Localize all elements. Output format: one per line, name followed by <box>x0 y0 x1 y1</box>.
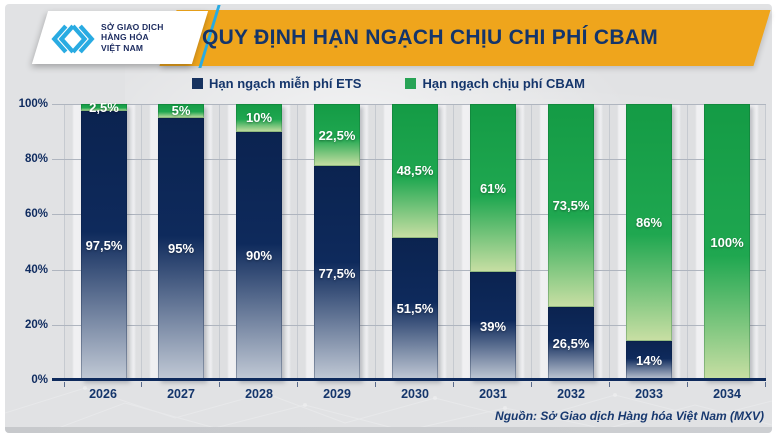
x-axis-tick <box>687 382 688 387</box>
legend-item-cbam: Hạn ngạch chịu phí CBAM <box>405 76 585 91</box>
logo-line-1: SỞ GIAO DỊCH <box>101 22 164 33</box>
segment-cbam-2031-label: 61% <box>479 180 507 196</box>
plot-columns: 2,5% 97,5% 5% 95% 10% 90% 22,5% 77,5% 48,5% 51,5%… <box>64 100 766 387</box>
mxv-chevrons-icon <box>51 24 95 53</box>
plot-cell-2034: 100% <box>688 104 766 387</box>
logo-line-2: HÀNG HÓA <box>101 32 149 43</box>
plot-cell-2029: 22,5% 77,5% <box>298 104 376 387</box>
segment-ets-2026: 97,5% <box>81 110 127 380</box>
y-tick-80%: 80% <box>24 153 48 166</box>
source-note: Nguồn: Sở Giao dịch Hàng hóa Việt Nam (M… <box>495 409 764 423</box>
logo-line-3: VIỆT NAM <box>101 42 144 53</box>
x-axis-tick <box>141 382 142 387</box>
segment-ets-2029-label: 77,5% <box>318 265 356 281</box>
segment-cbam-2026: 2,5% <box>81 100 127 115</box>
mxv-logo-text: SỞ GIAO DỊCH HÀNG HÓA VIỆT NAM <box>101 22 164 53</box>
y-tick-100%: 100% <box>18 98 48 110</box>
plot-cell-2033: 86% 14% <box>610 104 688 387</box>
legend-swatch-ets <box>192 78 204 89</box>
segment-ets-2027: 95% <box>158 117 204 380</box>
segment-cbam-2034-label: 100% <box>710 234 744 250</box>
segment-ets-2028-label: 90% <box>245 248 273 264</box>
bar-2028: 10% 90% <box>236 104 282 380</box>
segment-cbam-2027: 5% <box>158 103 204 119</box>
segment-cbam-2034: 100% <box>704 104 750 380</box>
segment-cbam-2033-label: 86% <box>635 215 663 231</box>
segment-ets-2032-label: 26,5% <box>552 335 590 351</box>
mxv-logo: ™ SỞ GIAO DỊCH HÀNG HÓA VIỆT NAM <box>40 11 200 64</box>
segment-cbam-2032: 73,5% <box>548 104 594 307</box>
bar-2026: 2,5% 97,5% <box>81 100 127 380</box>
segment-cbam-2030-label: 48,5% <box>396 163 434 179</box>
segment-ets-2031: 39% <box>470 272 516 380</box>
segment-cbam-2028-label: 10% <box>245 110 273 126</box>
plot-cell-2028: 10% 90% <box>220 104 298 387</box>
segment-ets-2032: 26,5% <box>548 306 594 380</box>
y-tick-20%: 20% <box>24 318 48 331</box>
x-label-2029: 2029 <box>323 387 351 401</box>
segment-ets-2031-label: 39% <box>479 318 507 334</box>
bar-2031: 61% 39% <box>470 104 516 380</box>
segment-cbam-2029-label: 22,5% <box>318 127 356 143</box>
bar-2027: 5% 95% <box>158 103 204 380</box>
bar-2032: 73,5% 26,5% <box>548 104 594 380</box>
y-tick-40%: 40% <box>24 263 48 276</box>
segment-ets-2030-label: 51,5% <box>396 301 434 317</box>
segment-ets-2033: 14% <box>626 341 672 380</box>
x-label-2030: 2030 <box>401 387 429 401</box>
segment-cbam-2032-label: 73,5% <box>552 197 590 213</box>
y-tick-60%: 60% <box>24 208 48 221</box>
bar-2029: 22,5% 77,5% <box>314 104 360 380</box>
plot-cell-2026: 2,5% 97,5% <box>64 100 142 387</box>
legend-item-ets: Hạn ngạch miễn phí ETS <box>192 76 361 91</box>
segment-cbam-2033: 86% <box>626 104 672 342</box>
plot-cell-2032: 73,5% 26,5% <box>532 104 610 387</box>
y-tick-0%: 0% <box>31 374 48 386</box>
segment-ets-2027-label: 95% <box>167 241 195 257</box>
x-label-2028: 2028 <box>245 387 273 401</box>
x-axis-tick <box>375 382 376 387</box>
x-label-2034: 2034 <box>713 387 741 401</box>
segment-ets-2029: 77,5% <box>314 166 360 380</box>
chart-legend: Hạn ngạch miễn phí ETS Hạn ngạch chịu ph… <box>0 76 777 91</box>
segment-cbam-2028: 10% <box>236 104 282 132</box>
trademark-symbol: ™ <box>128 25 134 31</box>
plot-cell-2030: 48,5% 51,5% <box>376 104 454 387</box>
x-axis-tick <box>531 382 532 387</box>
x-label-2032: 2032 <box>557 387 585 401</box>
segment-cbam-2027-label: 5% <box>171 103 191 119</box>
segment-ets-2026-label: 97,5% <box>85 237 123 253</box>
x-label-2031: 2031 <box>479 387 507 401</box>
chart-plot-area: 2,5% 97,5% 5% 95% 10% 90% 22,5% 77,5% 48,5% 51,5%… <box>19 98 766 387</box>
x-label-2027: 2027 <box>167 387 195 401</box>
segment-ets-2033-label: 14% <box>635 353 663 369</box>
bar-2033: 86% 14% <box>626 104 672 380</box>
legend-swatch-cbam <box>405 78 417 89</box>
plot-cell-2027: 5% 95% <box>142 103 220 387</box>
bar-2034: 100% <box>704 104 750 380</box>
segment-cbam-2031: 61% <box>470 104 516 273</box>
x-axis-tick <box>609 382 610 387</box>
x-axis-tick <box>297 382 298 387</box>
x-axis-tick <box>64 382 65 387</box>
segment-cbam-2029: 22,5% <box>314 104 360 167</box>
segment-cbam-2030: 48,5% <box>392 104 438 238</box>
legend-label-cbam: Hạn ngạch chịu phí CBAM <box>422 76 585 91</box>
bar-2030: 48,5% 51,5% <box>392 104 438 380</box>
page-title: QUY ĐỊNH HẠN NGẠCH CHỊU CHI PHÍ CBAM <box>201 26 659 49</box>
x-axis-labels: 2026 2027 2028 2029 2030 2031 2032 2033 2034 <box>64 387 766 401</box>
plot-cell-2031: 61% 39% <box>454 104 532 387</box>
bottom-strip <box>5 427 772 433</box>
x-axis-tick <box>453 382 454 387</box>
x-label-2026: 2026 <box>89 387 117 401</box>
segment-cbam-2026-label: 2,5% <box>89 99 119 115</box>
segment-ets-2030: 51,5% <box>392 237 438 380</box>
x-axis-tick <box>219 382 220 387</box>
x-label-2033: 2033 <box>635 387 663 401</box>
x-axis-line <box>52 378 766 381</box>
x-axis-tick <box>765 382 766 387</box>
segment-ets-2028: 90% <box>236 131 282 380</box>
legend-label-ets: Hạn ngạch miễn phí ETS <box>209 76 362 91</box>
